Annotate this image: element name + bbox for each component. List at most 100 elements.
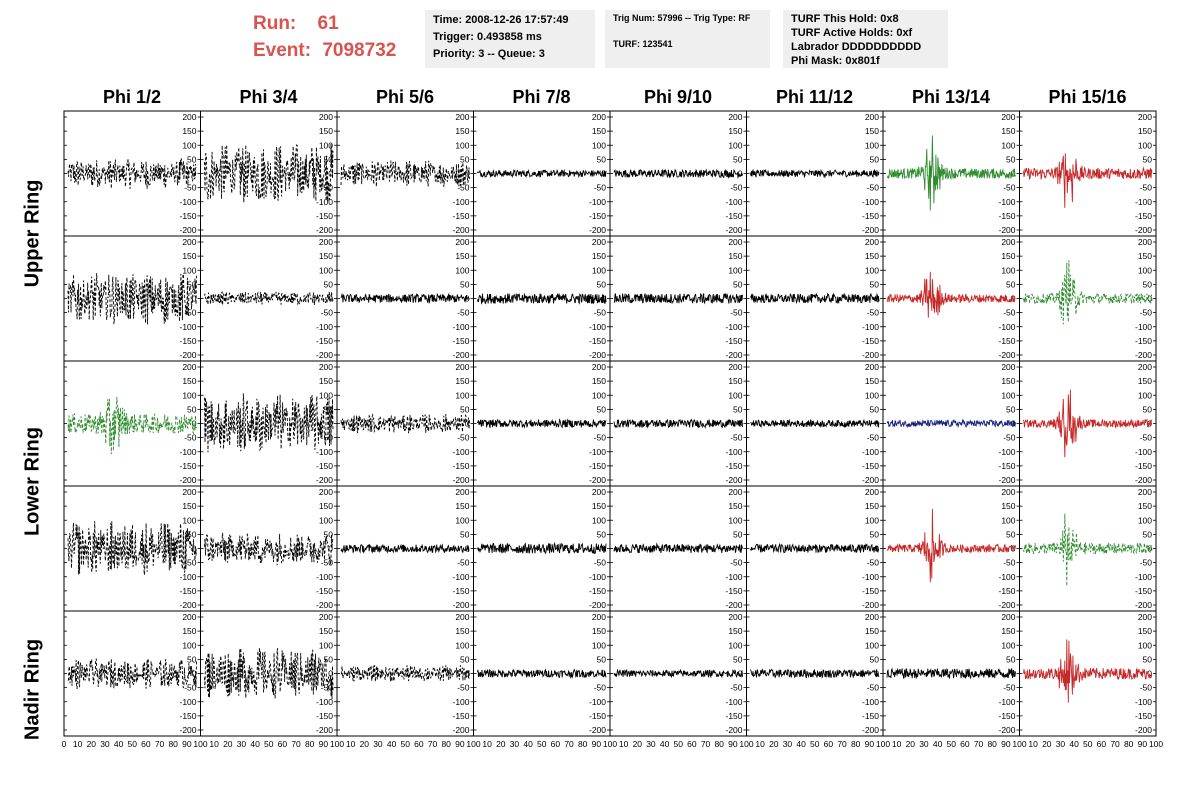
waveform-trace [477,418,607,429]
y-tick-label: -150 [998,336,1015,346]
y-tick-label: -100 [725,447,742,457]
y-tick-label: -200 [589,475,606,485]
panel-r5-c3: 200 150 100 50 0 -50 -100 -150 -200 [336,610,474,737]
waveform-trace [1023,639,1153,703]
y-tick-label: 150 [455,626,469,636]
y-tick-label: 200 [319,487,333,497]
y-tick-label: 200 [1001,612,1015,622]
y-tick-label: -100 [179,197,196,207]
phimask-line: Phi Mask: 0x801f [791,55,880,67]
trig-line: Trig Num: 57996 -- Trig Type: RF [613,13,751,23]
x-tick-label: 20 [906,739,916,749]
y-tick-label: -200 [316,600,333,610]
waveform-trace [340,664,470,682]
x-tick-label: 90 [319,739,329,749]
y-tick-label: 50 [460,279,470,289]
waveform-trace [886,508,1016,583]
panel-r1-c5: 200 150 100 50 0 -50 -100 -150 -200 [609,110,747,237]
x-tick-label: 60 [278,739,288,749]
x-tick-label: 50 [264,739,274,749]
y-tick-label: 200 [728,237,742,247]
y-tick-label: 100 [455,390,469,400]
y-tick-label: 150 [592,626,606,636]
y-tick-label: -200 [452,725,469,735]
x-tick-label: 100 [466,739,480,749]
y-tick-label: 0 [465,669,470,679]
y-tick-label: -150 [725,711,742,721]
y-tick-label: -100 [589,697,606,707]
y-tick-label: -50 [867,558,880,568]
x-tick-label: 90 [728,739,738,749]
col-header-6: Phi 11/12 [775,87,854,107]
y-tick-label: 150 [592,126,606,136]
panel-r2-c2: 200 150 100 50 0 -50 -100 -150 -200 [200,235,338,362]
y-tick-label: -50 [1003,558,1016,568]
y-tick-label: -200 [589,725,606,735]
waveform-trace [750,668,880,679]
waveform-trace [886,135,1016,211]
y-tick-label: 100 [728,140,742,150]
y-tick-label: -50 [1003,308,1016,318]
y-tick-label: 200 [455,362,469,372]
y-tick-label: 50 [597,654,607,664]
y-tick-label: 100 [319,265,333,275]
waveform-trace [340,160,470,187]
y-tick-label: 150 [1001,376,1015,386]
run-label: Run: [253,13,297,34]
y-tick-label: -200 [316,350,333,360]
waveform-trace [67,273,197,325]
y-tick-label: -200 [1135,350,1152,360]
labrador-line: Labrador DDDDDDDDDD [791,41,922,53]
y-tick-label: 150 [728,126,742,136]
waveform-trace [1023,153,1153,208]
y-tick-label: 100 [592,515,606,525]
panel-r3-c1: 200 150 100 50 0 -50 -100 -150 -200 [63,360,201,487]
x-tick-label: 60 [414,739,424,749]
x-tick-label: 40 [796,739,806,749]
y-tick-label: 150 [455,501,469,511]
y-tick-label: 150 [1138,626,1152,636]
y-tick-label: 100 [728,640,742,650]
y-tick-label: -50 [867,433,880,443]
y-tick-label: 100 [592,640,606,650]
x-tick-label: 70 [155,739,165,749]
y-tick-label: 100 [182,640,196,650]
y-tick-label: -100 [1135,697,1152,707]
x-tick-label: 80 [578,739,588,749]
y-tick-label: 100 [728,390,742,400]
y-tick-label: 50 [733,404,743,414]
y-tick-label: -100 [589,447,606,457]
x-tick-label: 30 [646,739,656,749]
y-tick-label: 150 [728,251,742,261]
y-tick-label: -50 [321,433,334,443]
x-tick-label: 40 [387,739,397,749]
y-tick-label: -50 [730,308,743,318]
y-tick-label: 50 [1006,279,1016,289]
y-tick-label: 50 [460,654,470,664]
y-tick-label: -50 [1003,183,1016,193]
y-tick-label: -50 [730,683,743,693]
x-tick-label: 40 [250,739,260,749]
y-tick-label: 100 [592,140,606,150]
x-tick-label: 60 [551,739,561,749]
y-tick-label: -200 [452,225,469,235]
waveform-trace [750,542,880,554]
y-tick-label: -50 [1140,308,1153,318]
y-tick-label: 200 [1001,487,1015,497]
y-tick-label: 50 [733,279,743,289]
panel-r2-c8: 200 150 100 50 0 -50 -100 -150 -200 [1019,235,1157,362]
y-tick-label: 150 [1138,126,1152,136]
y-tick-label: 50 [187,154,197,164]
y-tick-label: 100 [1138,515,1152,525]
y-tick-label: 150 [182,251,196,261]
x-tick-label: 50 [674,739,684,749]
y-tick-label: 100 [1138,390,1152,400]
y-tick-label: -150 [998,461,1015,471]
y-tick-label: -150 [179,211,196,221]
y-tick-label: 200 [728,487,742,497]
